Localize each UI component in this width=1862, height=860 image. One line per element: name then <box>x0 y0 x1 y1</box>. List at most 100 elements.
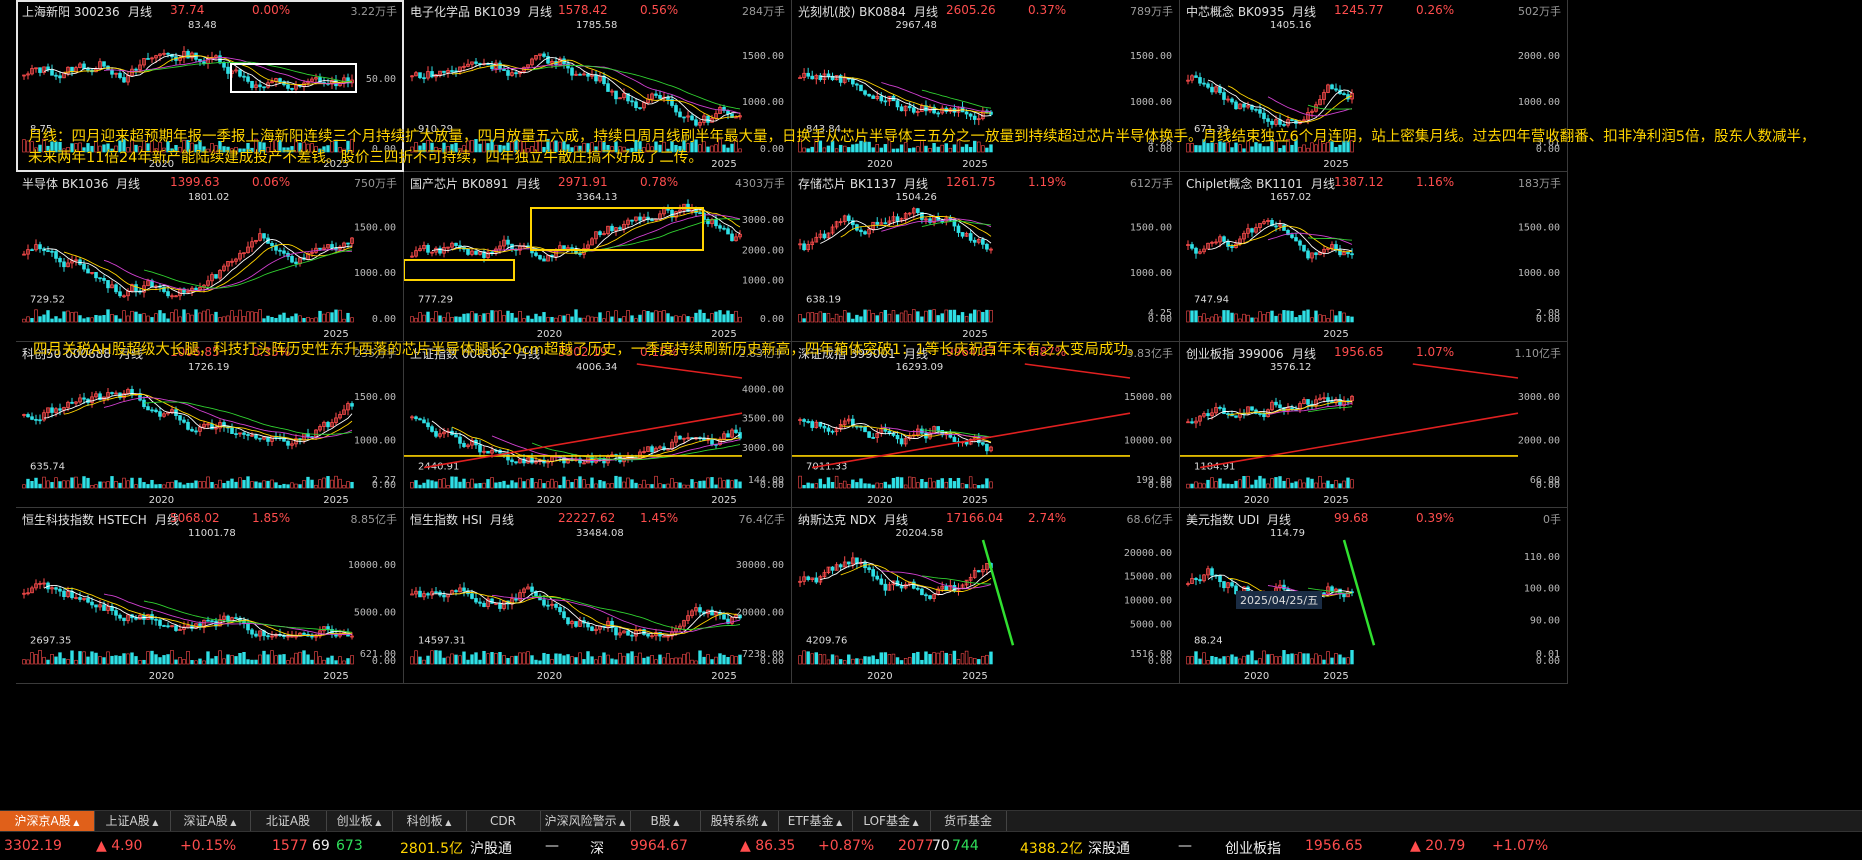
volume-bar <box>294 483 298 489</box>
sgt-label[interactable]: 深股通 <box>1088 841 1130 857</box>
volume-bar <box>634 482 638 489</box>
tab-4[interactable]: 创业板 ▲ <box>326 811 393 831</box>
volume-bar <box>650 484 654 489</box>
chart-panel[interactable]: 中芯概念 BK0935 月线 1245.77 0.26% 502万手 1405.16 671… <box>1180 0 1568 172</box>
volume-bar <box>194 309 198 323</box>
low-label: 635.74 <box>30 461 65 472</box>
chart-panel[interactable]: 恒生指数 HSI 月线 22227.62 1.45% 76.4亿手 33484.08 145… <box>404 508 792 684</box>
tab-label: 沪深京A股 <box>14 814 71 828</box>
tab-1[interactable]: 上证A股 ▲ <box>94 811 171 831</box>
candlestick-chart: 20204.584209.7620000.0015000.0010000.005… <box>798 528 1172 682</box>
tab-10[interactable]: ETF基金 ▲ <box>778 811 853 831</box>
volume-label: 183万手 <box>1518 177 1561 190</box>
tab-6[interactable]: CDR <box>466 811 541 831</box>
sh-down-count: 673 <box>336 838 363 854</box>
volume-bar <box>70 650 74 665</box>
candle-body <box>90 601 94 606</box>
chart-panel[interactable]: Chiplet概念 BK1101 月线 1387.12 1.16% 183万手 1657.… <box>1180 172 1568 342</box>
chart-panel[interactable]: 恒生科技指数 HSTECH 月线 5068.02 1.85% 8.85亿手 11001.7… <box>16 508 404 684</box>
chart-panel[interactable]: 上海新阳 300236 月线 37.74 0.00% 3.22万手 83.48 8.75 50… <box>16 0 404 172</box>
tab-dropdown-icon[interactable]: ▲ <box>616 818 626 827</box>
candle-body <box>822 425 827 429</box>
volume-tick-label: 4.28 <box>1148 138 1172 149</box>
volume-bar <box>1298 652 1302 665</box>
candle-body <box>66 262 70 268</box>
tab-dropdown-icon[interactable]: ▲ <box>909 818 919 827</box>
volume-bar <box>710 477 714 489</box>
candle-body <box>674 435 678 443</box>
candlestick-chart: 16293.097011.3315000.0010000.00199.000.0… <box>792 362 1172 506</box>
candle-body <box>42 248 46 252</box>
volume-bar <box>590 477 594 489</box>
tab-dropdown-icon[interactable]: ▲ <box>442 818 452 827</box>
volume-bar <box>875 659 879 665</box>
hgt-label[interactable]: 沪股通 <box>470 841 512 857</box>
volume-bar <box>42 138 46 153</box>
volume-bar <box>334 309 338 323</box>
volume-label: 284万手 <box>742 5 785 18</box>
candle-body <box>618 227 622 230</box>
candle-body <box>1338 249 1342 256</box>
chart-panel[interactable]: 创业板指 399006 月线 1956.65 1.07% 1.10亿手 3576.12 11… <box>1180 342 1568 508</box>
chart-panel[interactable]: 国产芯片 BK0891 月线 2971.91 0.78% 4303万手 3364.13 77… <box>404 172 792 342</box>
volume-bar <box>1306 653 1310 665</box>
tab-dropdown-icon[interactable]: ▲ <box>227 818 237 827</box>
chart-panel[interactable]: 电子化学品 BK1039 月线 1578.42 0.56% 284万手 1785.58 91… <box>404 0 792 172</box>
tab-9[interactable]: 股转系统 ▲ <box>700 811 779 831</box>
tab-7[interactable]: 沪深风险警示 ▲ <box>540 811 631 831</box>
moving-average-line <box>840 215 992 238</box>
candle-body <box>654 93 658 96</box>
candle-body <box>734 429 738 433</box>
chart-panel[interactable]: 深证成指 399001 月线 9964.67 0.87% 3.83亿手 16293.09 7… <box>792 342 1180 508</box>
low-label: 14597.31 <box>418 635 466 646</box>
volume-bar <box>34 654 38 665</box>
volume-bar <box>883 481 888 489</box>
tab-0[interactable]: 沪深京A股 ▲ <box>0 811 95 831</box>
candle-body <box>98 604 102 608</box>
tab-3[interactable]: 北证A股 <box>250 811 327 831</box>
candle-body <box>282 250 286 254</box>
volume-bar <box>126 147 130 153</box>
candle-body <box>1322 592 1326 595</box>
candle-body <box>1302 399 1306 404</box>
volume-bar <box>562 655 566 665</box>
moving-average-line <box>431 420 741 463</box>
volume-label: 750万手 <box>354 177 397 190</box>
chart-panel[interactable]: 光刻机(胶) BK0884 月线 2605.26 0.37% 789万手 2967.48 8… <box>792 0 1180 172</box>
tab-11[interactable]: LOF基金 ▲ <box>852 811 931 831</box>
volume-bar <box>554 317 558 323</box>
volume-bar <box>960 483 965 489</box>
tab-12[interactable]: 货币基金 <box>930 811 1007 831</box>
tab-dropdown-icon[interactable]: ▲ <box>70 818 80 827</box>
volume-bar <box>806 148 810 153</box>
candle-body <box>658 446 662 449</box>
volume-bar <box>110 148 114 153</box>
chart-panel[interactable]: 存储芯片 BK1137 月线 1261.75 1.19% 612万手 1504.26 638… <box>792 172 1180 342</box>
tab-dropdown-icon[interactable]: ▲ <box>372 818 382 827</box>
tab-dropdown-icon[interactable]: ▲ <box>149 818 159 827</box>
volume-bar <box>867 309 871 323</box>
cyb-label[interactable]: 创业板指 <box>1225 841 1281 857</box>
candle-body <box>414 250 418 257</box>
candle-body <box>234 433 238 435</box>
tab-5[interactable]: 科创板 ▲ <box>392 811 467 831</box>
y-tick-label: 15000.00 <box>1124 572 1172 583</box>
tab-dropdown-icon[interactable]: ▲ <box>833 818 843 827</box>
volume-bar <box>42 476 46 489</box>
chart-panel[interactable]: 美元指数 UDI 月线 99.68 0.39% 0手 114.79 88.24 110.00 1… <box>1180 508 1568 684</box>
volume-bar <box>956 138 961 153</box>
moving-average-line <box>921 89 992 109</box>
tab-8[interactable]: B股 ▲ <box>630 811 701 831</box>
chart-panel[interactable]: 半导体 BK1036 月线 1399.63 0.06% 750万手 1801.02 729.… <box>16 172 404 342</box>
tab-2[interactable]: 深证A股 ▲ <box>170 811 251 831</box>
chart-panel[interactable]: 纳斯达克 NDX 月线 17166.04 2.74% 68.6亿手 20204.58 420… <box>792 508 1180 684</box>
tab-dropdown-icon[interactable]: ▲ <box>670 818 680 827</box>
volume-bar <box>718 477 722 489</box>
candle-body <box>462 65 466 68</box>
chart-panel[interactable]: 上证指数 000001 月线 3302.19 0.15% 2.63亿手 4006.34 24… <box>404 342 792 508</box>
volume-bar <box>266 480 270 489</box>
tab-dropdown-icon[interactable]: ▲ <box>758 818 768 827</box>
sz-label[interactable]: 深 <box>590 841 604 857</box>
candle-body <box>846 215 851 222</box>
chart-panel[interactable]: 科创50 000688 月线 1006.85 0.35% 235万手 1726.19 635… <box>16 342 404 508</box>
